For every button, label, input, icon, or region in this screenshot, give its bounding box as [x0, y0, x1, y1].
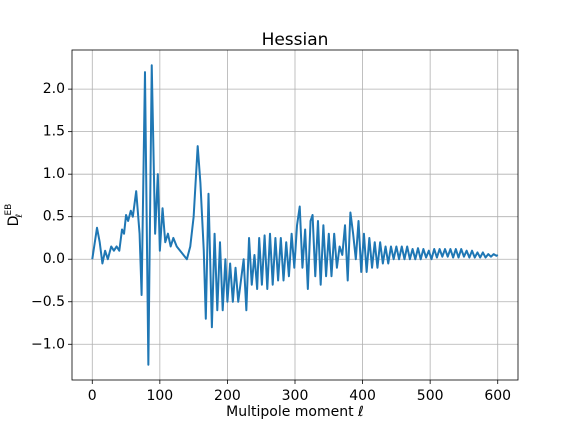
y-axis-label: DEBℓ [4, 204, 25, 227]
plot-frame [71, 49, 519, 381]
x-tick-label: 300 [282, 388, 309, 404]
x-tick-label: 600 [484, 388, 511, 404]
x-axis-label: Multipole moment ℓ [226, 404, 364, 420]
y-label-sup: EB [4, 204, 14, 216]
x-tick-label: 400 [349, 388, 376, 404]
y-tick-label: 1.5 [43, 124, 65, 140]
y-tick-label: 0.5 [43, 209, 65, 225]
x-tick-label: 100 [146, 388, 173, 404]
chart-title: Hessian [262, 30, 329, 50]
y-tick-label: −0.5 [31, 294, 65, 310]
y-label-base: D [6, 216, 22, 227]
x-tick-label: 500 [417, 388, 444, 404]
y-tick-label: 0.0 [43, 251, 65, 267]
x-tick-label: 0 [88, 388, 97, 404]
y-tick-label: −1.0 [31, 336, 65, 352]
x-tick-label: 200 [214, 388, 241, 404]
data-line [91, 64, 499, 366]
y-tick-label: 2.0 [43, 81, 65, 97]
y-tick-label: 1.0 [43, 166, 65, 182]
y-label-sub: ℓ [15, 214, 25, 219]
